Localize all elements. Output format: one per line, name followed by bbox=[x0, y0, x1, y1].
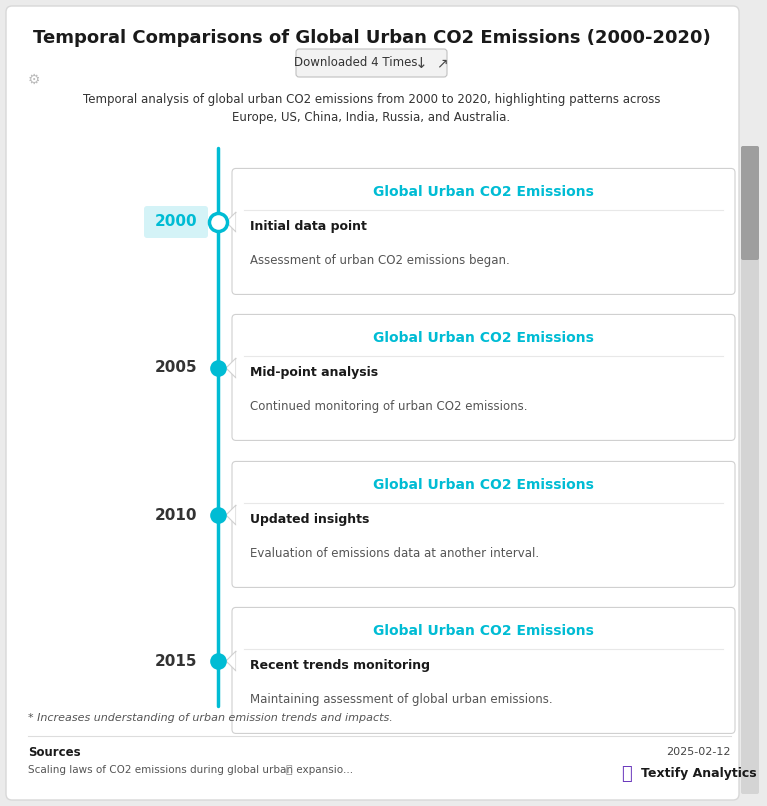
Text: Global Urban CO2 Emissions: Global Urban CO2 Emissions bbox=[373, 625, 594, 638]
Text: ↓: ↓ bbox=[415, 56, 428, 70]
Text: Evaluation of emissions data at another interval.: Evaluation of emissions data at another … bbox=[250, 547, 539, 560]
FancyBboxPatch shape bbox=[741, 146, 759, 794]
FancyBboxPatch shape bbox=[144, 206, 208, 238]
Text: 2005: 2005 bbox=[155, 360, 197, 376]
Text: Global Urban CO2 Emissions: Global Urban CO2 Emissions bbox=[373, 331, 594, 346]
Text: Europe, US, China, India, Russia, and Australia.: Europe, US, China, India, Russia, and Au… bbox=[232, 111, 511, 124]
Text: Mid-point analysis: Mid-point analysis bbox=[250, 366, 378, 379]
Text: 2000: 2000 bbox=[155, 214, 197, 230]
Text: Continued monitoring of urban CO2 emissions.: Continued monitoring of urban CO2 emissi… bbox=[250, 400, 528, 413]
Text: 2015: 2015 bbox=[155, 654, 197, 668]
Text: 2010: 2010 bbox=[155, 508, 197, 522]
Text: Downloaded 4 Times: Downloaded 4 Times bbox=[294, 56, 417, 69]
Polygon shape bbox=[226, 358, 236, 378]
Text: Updated insights: Updated insights bbox=[250, 513, 370, 526]
Text: Maintaining assessment of global urban emissions.: Maintaining assessment of global urban e… bbox=[250, 693, 553, 706]
Text: Recent trends monitoring: Recent trends monitoring bbox=[250, 659, 430, 672]
Text: * Increases understanding of urban emission trends and impacts.: * Increases understanding of urban emiss… bbox=[28, 713, 393, 723]
FancyBboxPatch shape bbox=[741, 146, 759, 260]
Text: Global Urban CO2 Emissions: Global Urban CO2 Emissions bbox=[373, 185, 594, 199]
FancyBboxPatch shape bbox=[232, 608, 735, 733]
Text: Sources: Sources bbox=[28, 746, 81, 758]
Polygon shape bbox=[226, 505, 236, 525]
Text: 2025-02-12: 2025-02-12 bbox=[667, 747, 731, 757]
Text: Scaling laws of CO2 emissions during global urban expansio...: Scaling laws of CO2 emissions during glo… bbox=[28, 765, 353, 775]
Polygon shape bbox=[226, 651, 236, 671]
Text: Global Urban CO2 Emissions: Global Urban CO2 Emissions bbox=[373, 479, 594, 492]
Text: ⚙: ⚙ bbox=[28, 73, 40, 87]
Text: Textify Analytics: Textify Analytics bbox=[641, 767, 757, 780]
FancyBboxPatch shape bbox=[6, 6, 739, 800]
Text: Temporal Comparisons of Global Urban CO2 Emissions (2000-2020): Temporal Comparisons of Global Urban CO2… bbox=[33, 29, 710, 47]
FancyBboxPatch shape bbox=[232, 168, 735, 294]
FancyBboxPatch shape bbox=[232, 462, 735, 588]
Text: Assessment of urban CO2 emissions began.: Assessment of urban CO2 emissions began. bbox=[250, 254, 510, 267]
Text: 🔗: 🔗 bbox=[285, 765, 291, 775]
Polygon shape bbox=[226, 212, 236, 232]
FancyBboxPatch shape bbox=[296, 49, 447, 77]
FancyBboxPatch shape bbox=[232, 314, 735, 440]
Text: Initial data point: Initial data point bbox=[250, 220, 367, 233]
Text: Temporal analysis of global urban CO2 emissions from 2000 to 2020, highlighting : Temporal analysis of global urban CO2 em… bbox=[83, 93, 660, 106]
Text: ↗: ↗ bbox=[436, 56, 447, 70]
Text: 🤖: 🤖 bbox=[621, 765, 632, 783]
